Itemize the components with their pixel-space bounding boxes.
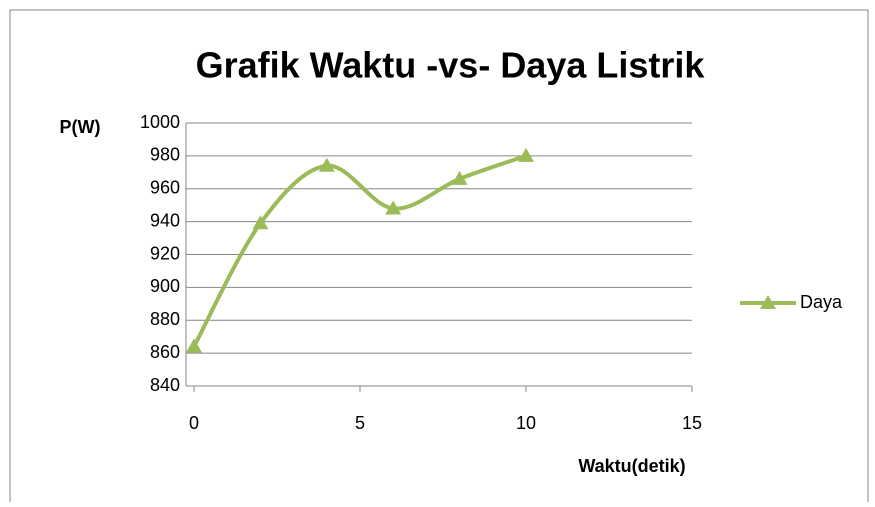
data-point [252, 215, 269, 230]
data-point [451, 170, 468, 185]
y-tick-label: 960 [150, 178, 180, 198]
x-tick-label: 15 [682, 413, 702, 433]
y-tick-label: 1000 [140, 112, 180, 132]
y-tick-label: 880 [150, 309, 180, 329]
y-tick-label: 840 [150, 375, 180, 395]
x-tick-label: 0 [189, 413, 199, 433]
legend-marker [760, 295, 776, 309]
x-axis-label: Waktu(detik) [578, 456, 685, 476]
y-axis-label: P(W) [60, 117, 101, 137]
legend-label: Daya [800, 292, 843, 312]
data-point [186, 338, 202, 353]
y-tick-label: 900 [150, 276, 180, 296]
data-point [318, 157, 335, 172]
y-tick-label: 980 [150, 145, 180, 165]
data-point [385, 200, 402, 215]
x-tick-label: 5 [355, 413, 365, 433]
chart-frame [9, 9, 869, 507]
y-tick-label: 940 [150, 210, 180, 230]
y-tick-label: 920 [150, 243, 180, 263]
y-tick-label: 860 [150, 342, 180, 362]
data-point [518, 147, 534, 162]
x-tick-label: 10 [516, 413, 536, 433]
chart-title: Grafik Waktu -vs- Daya Listrik [196, 45, 706, 86]
